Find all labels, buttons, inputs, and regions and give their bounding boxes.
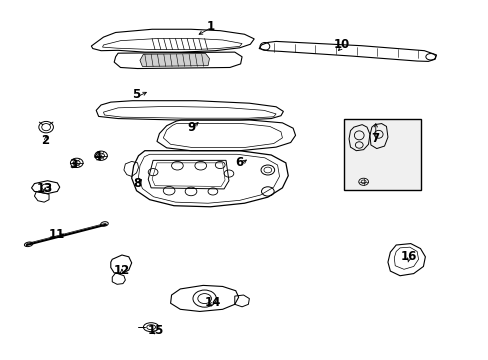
Text: 11: 11 [49, 228, 65, 241]
Text: 9: 9 [186, 121, 195, 134]
Text: 2: 2 [41, 134, 49, 147]
FancyBboxPatch shape [344, 119, 420, 190]
Text: 16: 16 [400, 250, 416, 263]
Text: 1: 1 [206, 20, 214, 33]
Text: 8: 8 [133, 177, 142, 190]
Text: 10: 10 [333, 39, 349, 51]
Text: 13: 13 [37, 183, 53, 195]
Text: 7: 7 [371, 132, 379, 145]
Text: 3: 3 [69, 158, 77, 171]
Text: 6: 6 [235, 156, 243, 169]
Text: 5: 5 [132, 89, 141, 102]
Text: 12: 12 [114, 264, 130, 276]
Text: 14: 14 [204, 296, 221, 309]
Polygon shape [140, 54, 209, 66]
Text: 4: 4 [93, 150, 102, 163]
Text: 15: 15 [147, 324, 164, 337]
